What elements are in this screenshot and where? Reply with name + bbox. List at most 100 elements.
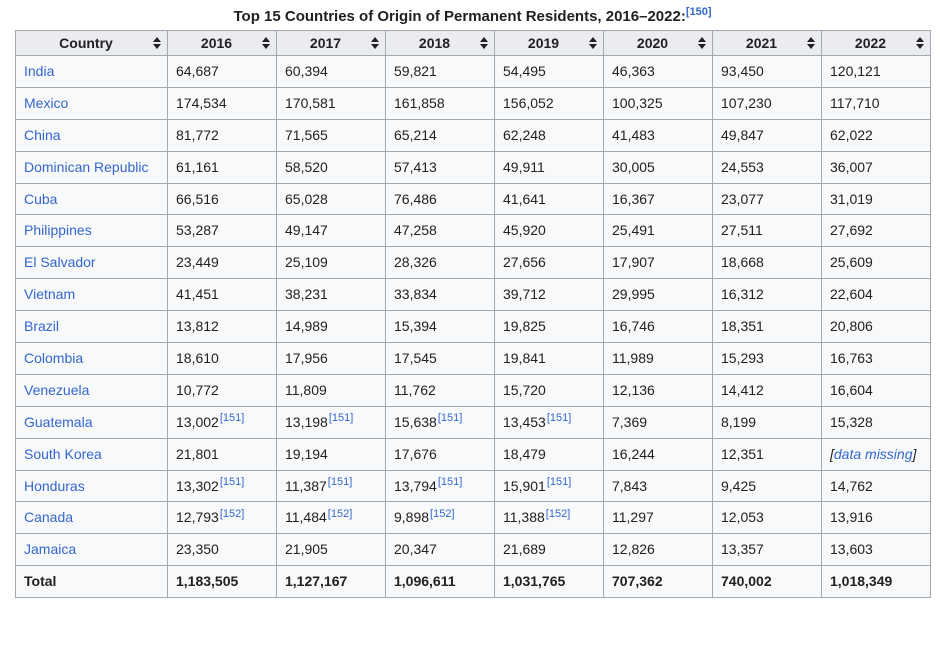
cell-2020: 100,325: [603, 86, 713, 120]
column-header-2019[interactable]: 2019: [494, 30, 604, 56]
cell-2019: 27,656: [494, 246, 604, 280]
cell-2020: 25,491: [603, 214, 713, 248]
cell-2016: 23,449: [167, 246, 277, 280]
sort-icon: [480, 37, 488, 49]
cell-country: Jamaica: [15, 533, 168, 567]
cell-2021: 18,351: [712, 310, 822, 344]
cell-2019: 49,911: [494, 150, 604, 184]
cell-country: Vietnam: [15, 278, 168, 312]
cell-2020: 11,989: [603, 342, 713, 375]
cell-2017: 14,989: [276, 310, 386, 344]
cell-2017: 60,394: [276, 55, 386, 88]
column-header-label: 2021: [745, 35, 778, 51]
cell-2022: 20,806: [821, 310, 931, 344]
table-row-vietnam: Vietnam 41,451 38,231 33,834 39,712 29,995 16,…: [15, 278, 931, 312]
column-header-2020[interactable]: 2020: [603, 30, 713, 56]
cell-2016: 12,793[152]: [167, 501, 277, 535]
cell-2016: 23,350: [167, 533, 277, 567]
footnote-ref-link[interactable]: [151]: [437, 475, 463, 488]
cell-2020: 11,297: [603, 501, 713, 535]
cell-country: Guatemala: [15, 405, 168, 439]
cell-2016: 13,812: [167, 310, 277, 344]
cell-2018: 59,821: [385, 55, 495, 88]
cell-2016: 81,772: [167, 118, 277, 152]
cell-2022: 14,762: [821, 469, 931, 503]
cell-2019: 156,052: [494, 86, 604, 120]
cell-2022: 31,019: [821, 182, 931, 216]
country-link-cuba[interactable]: Cuba: [24, 190, 58, 207]
footnote-ref-link[interactable]: [151]: [219, 475, 245, 488]
header-row: Country 2016 2017 2018 2019 2020 2021 2022: [15, 30, 931, 56]
country-link-jamaica[interactable]: Jamaica: [24, 541, 77, 558]
country-link-guatemala[interactable]: Guatemala: [24, 413, 93, 430]
cell-2022: 22,604: [821, 278, 931, 312]
column-header-label: 2020: [636, 35, 669, 51]
footnote-ref-link[interactable]: [152]: [430, 507, 455, 520]
country-link-venezuela[interactable]: Venezuela: [24, 381, 90, 398]
country-link-colombia[interactable]: Colombia: [24, 350, 84, 367]
column-header-label: 2017: [309, 35, 342, 51]
country-link-mexico[interactable]: Mexico: [24, 94, 69, 111]
cell-2021: 18,668: [712, 246, 822, 280]
footnote-ref: [152]: [430, 508, 454, 520]
footnote-ref-150-link[interactable]: [150]: [685, 6, 712, 18]
cell-2021: 107,230: [712, 86, 822, 120]
cell-2020: 30,005: [603, 150, 713, 184]
column-header-2017[interactable]: 2017: [276, 30, 386, 56]
footnote-ref: [151]: [220, 476, 244, 488]
cell-2019: 18,479: [494, 437, 604, 471]
sort-icon: [153, 37, 161, 49]
cell-2017: 17,956: [276, 342, 386, 375]
country-link-china[interactable]: China: [24, 126, 61, 143]
country-link-brazil[interactable]: Brazil: [24, 318, 60, 335]
cell-2018: 161,858: [385, 86, 495, 120]
country-link-honduras[interactable]: Honduras: [24, 477, 85, 494]
footnote-ref-link[interactable]: [152]: [219, 507, 245, 520]
footnote-ref-link[interactable]: [151]: [328, 412, 354, 425]
cell-2018: 76,486: [385, 182, 495, 216]
table-row-china: China 81,772 71,565 65,214 62,248 41,483 49,84…: [15, 118, 931, 152]
footnote-ref-link[interactable]: [151]: [546, 412, 572, 425]
cell-2022: 120,121: [821, 55, 931, 88]
footnote-ref-link[interactable]: [151]: [327, 475, 353, 488]
cell-2016: 13,302[151]: [167, 469, 277, 503]
country-link-india[interactable]: India: [24, 63, 55, 79]
data-missing-link[interactable]: data missing: [833, 445, 913, 462]
column-header-2016[interactable]: 2016: [167, 30, 277, 56]
column-header-2018[interactable]: 2018: [385, 30, 495, 56]
cell-2020: 16,746: [603, 310, 713, 344]
column-header-label: 2022: [854, 35, 887, 51]
cell-2017: 38,231: [276, 278, 386, 312]
cell-2016: 174,534: [167, 86, 277, 120]
country-link-vietnam[interactable]: Vietnam: [24, 286, 76, 303]
column-header-country[interactable]: Country: [15, 30, 168, 56]
cell-country: Colombia: [15, 342, 168, 375]
table-row-guatemala: Guatemala 13,002[151] 13,198[151] 15,638[15…: [15, 405, 931, 439]
country-link-dominican-republic[interactable]: Dominican Republic: [24, 158, 149, 175]
sort-icon: [807, 37, 815, 49]
country-link-canada[interactable]: Canada: [24, 509, 74, 526]
cell-2016: 53,287: [167, 214, 277, 248]
cell-2016: 21,801: [167, 437, 277, 471]
footnote-ref-link[interactable]: [151]: [437, 412, 463, 425]
cell-2020: 12,136: [603, 373, 713, 407]
country-link-philippines[interactable]: Philippines: [24, 222, 92, 239]
column-header-2022[interactable]: 2022: [821, 30, 931, 56]
footnote-ref-link[interactable]: [151]: [219, 412, 245, 425]
total-cell-2016: 1,183,505: [167, 565, 277, 599]
cell-2016: 64,687: [167, 55, 277, 88]
country-link-el-salvador[interactable]: El Salvador: [24, 254, 96, 271]
total-cell-2018: 1,096,611: [385, 565, 495, 599]
cell-2018: 15,394: [385, 310, 495, 344]
footnote-ref-link[interactable]: [151]: [546, 475, 572, 488]
cell-2022: 62,022: [821, 118, 931, 152]
footnote-ref-link[interactable]: [152]: [545, 507, 571, 520]
cell-country: India: [15, 55, 168, 88]
footnote-ref-link[interactable]: [152]: [327, 507, 353, 520]
column-header-2021[interactable]: 2021: [712, 30, 822, 56]
cell-2018: 11,762: [385, 373, 495, 407]
country-link-south-korea[interactable]: South Korea: [24, 445, 102, 462]
cell-2016: 61,161: [167, 150, 277, 184]
cell-2017: 19,194: [276, 437, 386, 471]
footnote-ref: [151]: [438, 412, 462, 424]
